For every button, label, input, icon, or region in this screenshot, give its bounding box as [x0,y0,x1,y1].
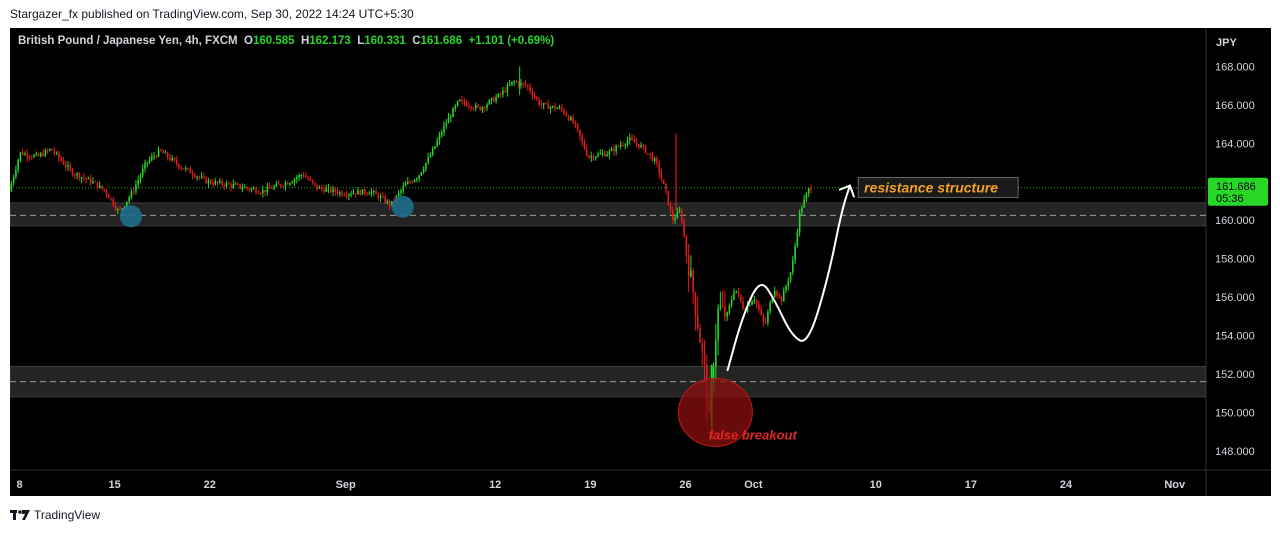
footer-brand: TradingView [10,508,100,522]
ohlc-legend: British Pound / Japanese Yen, 4h, FXCM O… [18,35,554,47]
low-label: L [357,35,365,47]
open-label: O [244,35,253,47]
change-value: +1.101 (+0.69%) [468,35,555,47]
footer-brand-label: TradingView [34,508,101,522]
tradingview-logo-icon [10,510,30,520]
high-label: H [300,35,310,47]
high-value: 162.173 [309,35,351,47]
publisher-line: Stargazer_fx published on TradingView.co… [10,7,414,21]
symbol-title: British Pound / Japanese Yen, 4h, FXCM [18,35,238,47]
chart-area[interactable] [10,28,1271,496]
low-value: 160.331 [364,35,406,47]
open-value: 160.585 [252,35,295,47]
close-label: C [412,35,421,47]
close-value: 161.686 [420,35,463,47]
